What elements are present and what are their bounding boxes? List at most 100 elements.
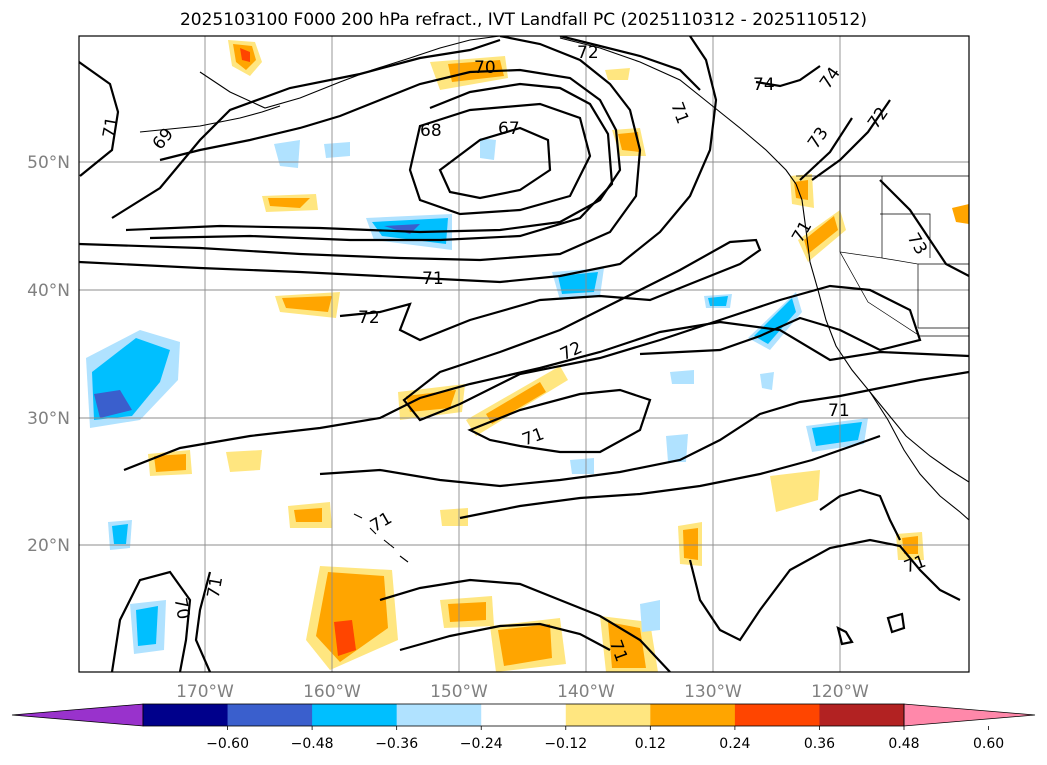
contour-70-sw: [110, 570, 192, 672]
state-borders: [839, 176, 969, 337]
contour-72-ne: [811, 99, 891, 181]
contour-label: 71: [828, 401, 850, 421]
contour-label: 72: [864, 104, 893, 133]
colorbar-segment: [565, 704, 651, 726]
warm-patch: [440, 508, 468, 526]
cool-patch: [640, 600, 660, 632]
contour-label: 67: [498, 119, 520, 139]
warm-patch: [794, 180, 808, 200]
contour-label: 71: [422, 269, 444, 289]
cool-patch: [754, 298, 796, 344]
lon-label: 120°W: [811, 682, 869, 702]
contour-label: 74: [816, 64, 845, 93]
contour-label: 68: [420, 121, 442, 141]
contour-71-low3: [399, 622, 611, 652]
colorbar-segment: [143, 704, 229, 726]
warm-patch: [608, 622, 646, 668]
cool-patch: [94, 390, 132, 418]
hawaii-islands: [353, 513, 409, 563]
contour-72-top: [559, 36, 701, 91]
small-loop: [886, 612, 906, 634]
contour-label: 71: [99, 115, 122, 140]
warm-patch: [486, 382, 546, 424]
contour-labels: 70 72 74 74 69 68 67 73 72 73 71 71 72 7…: [99, 43, 930, 665]
contour-label: 73: [804, 124, 833, 153]
warm-patch: [154, 454, 186, 472]
colorbar-extend-low: [11, 703, 144, 727]
latitude-labels: 50°N 40°N 30°N 20°N: [27, 153, 70, 556]
warm-patch: [282, 296, 332, 312]
warm-patch: [268, 198, 310, 208]
warm-patch: [804, 216, 838, 254]
colorbar-tick-label: −0.48: [291, 736, 334, 752]
contour-74: [755, 65, 821, 88]
contour-71-lower: [319, 370, 969, 488]
contour-71-se: [459, 434, 881, 520]
contour-73-east: [879, 179, 969, 277]
refractivity-contours: [79, 36, 969, 672]
contour-69-inner: [125, 68, 622, 234]
contour-label: 72: [577, 43, 599, 63]
contour-label: 72: [358, 308, 380, 328]
contour-67: [438, 126, 552, 200]
contour-71-south: [123, 320, 969, 472]
warm-patch: [683, 528, 698, 560]
cool-patch: [274, 140, 300, 168]
lon-label: 150°W: [430, 682, 488, 702]
contour-70-outer: [79, 61, 120, 177]
colorbar-segment: [650, 704, 736, 726]
colorbar-tick-label: −0.60: [206, 736, 249, 752]
cool-patch: [666, 434, 688, 462]
aleutian-islands: [139, 105, 281, 133]
colorbar-tick-label: −0.36: [375, 736, 418, 752]
warm-patch: [605, 68, 630, 80]
contour-68b: [408, 102, 592, 216]
contour-label: 71: [367, 508, 396, 536]
contour-label: 70: [170, 596, 193, 621]
longitude-labels: 170°W 160°W 150°W 140°W 130°W 120°W: [176, 682, 869, 702]
lat-label: 50°N: [27, 153, 70, 173]
cool-patch: [480, 138, 496, 160]
colorbar-segment: [227, 704, 313, 726]
warm-patch: [316, 572, 388, 662]
contour-71-east: [819, 488, 901, 541]
colorbar-extend-high: [903, 703, 1036, 727]
colorbar-segment: [819, 704, 905, 726]
warm-patch: [498, 624, 552, 666]
baja-peninsula: [869, 391, 969, 521]
cool-patch: [570, 458, 594, 474]
cool-patch: [112, 524, 128, 544]
colorbar-tick-label: −0.24: [460, 736, 503, 752]
warm-patch: [240, 48, 250, 62]
map-frame: [78, 35, 970, 673]
warm-patch: [294, 508, 322, 522]
lon-label: 160°W: [303, 682, 361, 702]
colorbar-segment: [481, 704, 567, 726]
contour-69: [111, 38, 501, 219]
warm-patch: [406, 390, 456, 412]
contour-label: 71: [204, 575, 227, 600]
warm-patch: [334, 620, 356, 656]
contour-label: 70: [474, 58, 496, 78]
contour-72-mid: [339, 238, 922, 422]
cool-patch: [324, 142, 350, 158]
colorbar-tick-label: 0.12: [635, 736, 666, 752]
contour-71-sw: [194, 571, 212, 672]
lon-label: 140°W: [557, 682, 615, 702]
contour-label: 71: [666, 100, 692, 127]
colorbar-tick-label: 0.60: [973, 736, 1004, 752]
warm-patch: [952, 204, 969, 224]
warm-patch: [770, 470, 820, 512]
figure-title: 2025103100 F000 200 hPa refract., IVT La…: [179, 10, 867, 30]
warm-patch: [226, 450, 262, 472]
contour-label: 74: [753, 75, 775, 95]
colorbar: −0.60 −0.48 −0.36 −0.24 −0.12 0.12 0.24 0.36 0.4…: [11, 703, 1036, 752]
cool-patch: [136, 606, 158, 646]
contour-73-ne: [799, 117, 853, 181]
cool-patch: [670, 370, 694, 384]
lon-label: 130°W: [684, 682, 742, 702]
warm-patch: [448, 602, 486, 622]
alaska-panhandle: [559, 37, 797, 185]
cool-patch: [812, 422, 862, 446]
